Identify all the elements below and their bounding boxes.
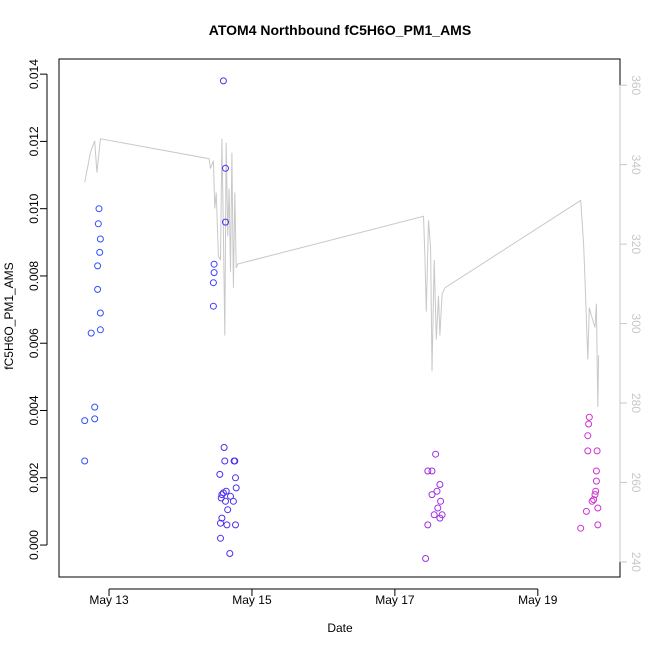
- data-point: [432, 450, 440, 458]
- data-point: [585, 420, 593, 428]
- x-tick-label: May 17: [375, 593, 415, 607]
- data-point: [594, 504, 602, 512]
- data-point: [592, 477, 600, 485]
- chart-title: ATOM4 Northbound fC5H6O_PM1_AMS: [209, 22, 471, 38]
- x-tick-label: May 13: [89, 593, 129, 607]
- y-tick-label: 0.012: [27, 126, 41, 156]
- y2-tick-label: 300: [629, 314, 643, 334]
- y2-tick-label: 320: [629, 234, 643, 254]
- y2-tick-label: 260: [629, 472, 643, 492]
- data-point: [585, 413, 593, 421]
- data-point: [584, 432, 592, 440]
- data-point: [81, 417, 89, 425]
- data-point: [81, 457, 89, 465]
- secondary-series-line: [84, 138, 600, 408]
- data-point: [222, 497, 229, 505]
- y-tick-label: 0.002: [27, 462, 41, 492]
- data-point: [430, 511, 438, 519]
- data-point: [232, 521, 239, 529]
- data-point: [210, 269, 218, 277]
- data-point: [217, 534, 224, 542]
- y-tick-label: 0.000: [27, 530, 41, 560]
- data-point: [422, 555, 430, 562]
- y2-tick-label: 280: [629, 393, 643, 413]
- data-point: [209, 279, 217, 287]
- data-point: [226, 550, 234, 557]
- y2-tick-label: 360: [629, 75, 643, 95]
- data-point: [220, 444, 228, 451]
- data-point: [590, 496, 598, 504]
- plot-frame: [58, 58, 621, 578]
- data-point: [218, 514, 226, 522]
- data-point: [593, 447, 601, 455]
- y-tick-label: 0.014: [27, 59, 41, 89]
- y-tick-label: 0.008: [27, 261, 41, 291]
- data-point: [227, 492, 234, 500]
- data-point: [96, 309, 104, 317]
- data-point: [424, 521, 432, 529]
- data-point: [591, 491, 599, 499]
- data-point: [87, 329, 95, 337]
- data-point: [96, 235, 104, 243]
- data-point: [223, 521, 231, 529]
- data-point: [592, 487, 600, 495]
- data-point: [218, 491, 226, 499]
- data-point: [232, 484, 240, 492]
- data-point: [231, 457, 239, 465]
- x-tick-label: May 19: [518, 593, 558, 607]
- data-point: [232, 474, 239, 482]
- points-layer: [81, 77, 602, 562]
- data-point: [428, 491, 436, 499]
- x-axis-label: Date: [327, 621, 353, 635]
- y2-tick-label: 340: [629, 155, 643, 175]
- x-tick-label: May 15: [232, 593, 272, 607]
- data-point: [94, 285, 102, 293]
- data-point: [229, 497, 237, 505]
- data-point: [582, 507, 590, 515]
- data-point: [217, 519, 224, 527]
- data-point: [221, 457, 229, 465]
- data-point: [222, 164, 229, 172]
- data-point: [222, 218, 229, 226]
- data-point: [224, 506, 232, 514]
- data-point: [592, 467, 600, 475]
- data-point: [91, 403, 99, 411]
- data-point: [434, 504, 442, 512]
- data-point: [424, 467, 432, 475]
- data-point: [594, 521, 602, 529]
- y-tick-label: 0.006: [27, 328, 41, 358]
- data-point: [588, 497, 596, 505]
- data-point: [94, 262, 102, 270]
- data-point: [91, 415, 99, 423]
- y2-tick-label: 240: [629, 552, 643, 572]
- data-point: [96, 326, 104, 334]
- data-point: [433, 487, 441, 495]
- y-axis-label: fC5H6O_PM1_AMS: [2, 262, 16, 369]
- data-point: [96, 248, 104, 256]
- data-point: [95, 205, 103, 213]
- data-point: [438, 511, 446, 519]
- data-point: [210, 260, 218, 268]
- data-point: [94, 220, 102, 228]
- secondary-line-layer: [84, 138, 600, 408]
- axes-layer: 0.000 0.002 0.004 0.006 0.008 0.010 0.012 0.014…: [27, 59, 643, 607]
- data-point: [216, 470, 224, 478]
- data-point: [222, 487, 230, 495]
- data-point: [209, 302, 217, 310]
- y-tick-label: 0.004: [27, 395, 41, 425]
- data-point: [584, 447, 592, 455]
- y-tick-label: 0.010: [27, 193, 41, 223]
- data-point: [577, 524, 585, 532]
- data-point: [437, 497, 445, 505]
- data-point: [428, 467, 436, 475]
- data-point: [219, 77, 227, 85]
- data-point: [436, 481, 444, 488]
